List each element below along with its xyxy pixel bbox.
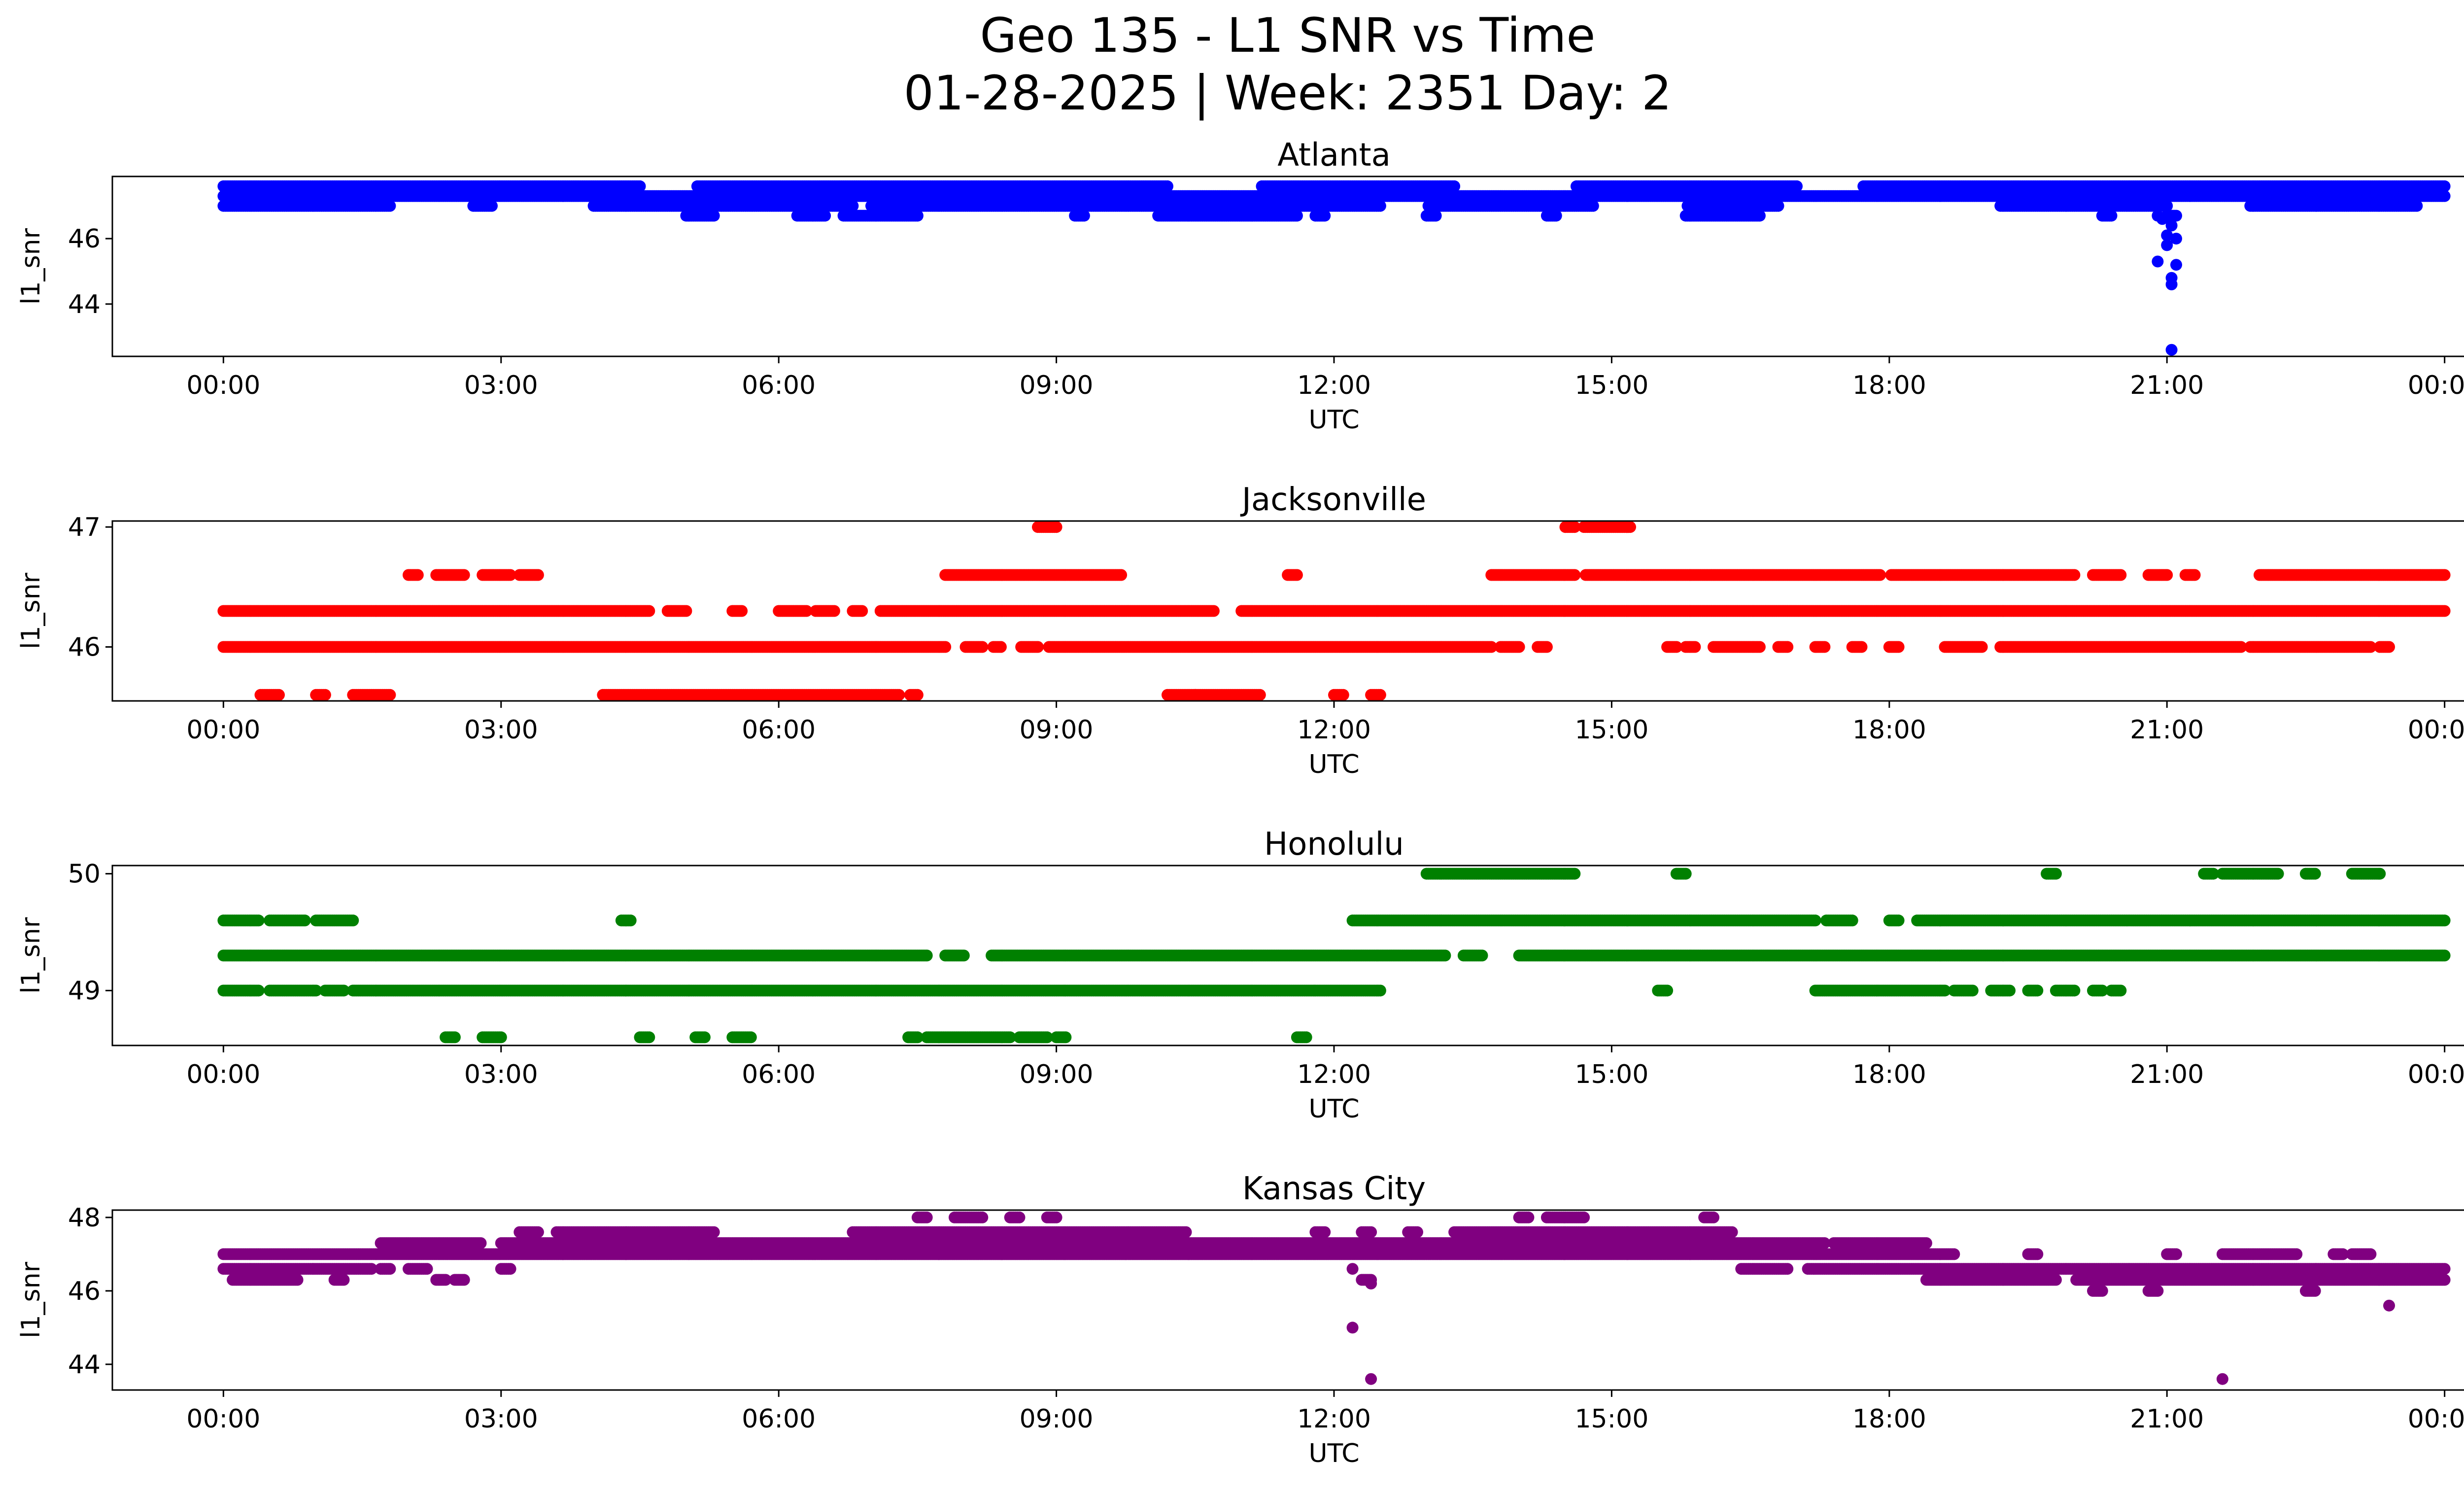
data-point [1430, 209, 1442, 222]
data-point [1374, 200, 1386, 212]
data-point [2438, 180, 2451, 192]
data-point [1569, 569, 1581, 581]
data-point-outlier [2152, 255, 2164, 268]
data-point [911, 209, 924, 222]
data-point [411, 569, 424, 581]
data-point [2068, 569, 2081, 581]
data-point [1162, 180, 1173, 192]
data-point [1772, 200, 1784, 212]
x-tick-label: 09:00 [1020, 371, 1094, 400]
data-point [856, 605, 868, 617]
data-point [1207, 605, 1220, 617]
subplot-title: Jacksonville [1240, 482, 1426, 518]
data-point [1115, 569, 1128, 581]
data-point [458, 569, 470, 581]
data-point [2115, 569, 2127, 581]
data-point [1791, 180, 1803, 192]
figure-title-line1: Geo 135 - L1 SNR vs Time [980, 8, 1596, 63]
figure-title-line2: 01-28-2025 | Week: 2351 Day: 2 [904, 66, 1672, 121]
subplot-grid: Atlanta 00:00 03:00 06:00 09:00 12:00 15:00 18:… [16, 137, 2464, 1468]
x-axis-label: UTC [1308, 405, 1359, 435]
data-point [1550, 209, 1562, 222]
scatter-markers [217, 180, 2451, 356]
data-point [708, 209, 720, 222]
x-tick-label: 12:00 [1297, 371, 1371, 400]
data-point [486, 200, 498, 212]
x-tick-label: 00:00 [2408, 371, 2464, 400]
data-point [680, 605, 692, 617]
data-point [643, 605, 655, 617]
data-point [634, 180, 646, 192]
data-point [1874, 569, 1886, 581]
data-point [2438, 569, 2451, 581]
data-point-outlier [2165, 344, 2178, 356]
data-point [1078, 209, 1090, 222]
data-point [532, 569, 544, 581]
data-point [828, 605, 840, 617]
data-point [1587, 200, 1599, 212]
x-tick-label: 06:00 [742, 371, 816, 400]
data-point [2161, 569, 2173, 581]
data-point-outlier [2170, 259, 2182, 271]
data-point [1448, 180, 1461, 192]
data-point [736, 605, 748, 617]
x-tick-label: 21:00 [2130, 371, 2204, 400]
data-point [1291, 209, 1303, 222]
data-point [1753, 209, 1766, 222]
data-point [819, 209, 831, 222]
data-point [2438, 190, 2451, 202]
data-point-outlier [2161, 239, 2173, 251]
data-point [1319, 209, 1331, 222]
data-point [384, 200, 396, 212]
data-point [1291, 569, 1303, 581]
y-tick-label: 46 [68, 224, 101, 254]
y-tick-label: 44 [68, 290, 101, 319]
x-tick-label: 03:00 [464, 371, 538, 400]
y-axis-label: l1_snr [16, 228, 46, 305]
x-tick-label: 15:00 [1574, 371, 1648, 400]
data-point [2189, 569, 2201, 581]
x-tick-label: 00:00 [186, 371, 260, 400]
subplot-atlanta: Atlanta 00:00 03:00 06:00 09:00 12:00 15:00 18:… [16, 137, 2464, 435]
subplot-title: Atlanta [1277, 137, 1391, 174]
data-point-outlier [2165, 278, 2178, 290]
x-tick-label: 18:00 [1852, 371, 1926, 400]
data-point [2411, 200, 2423, 212]
data-point [2105, 209, 2118, 222]
